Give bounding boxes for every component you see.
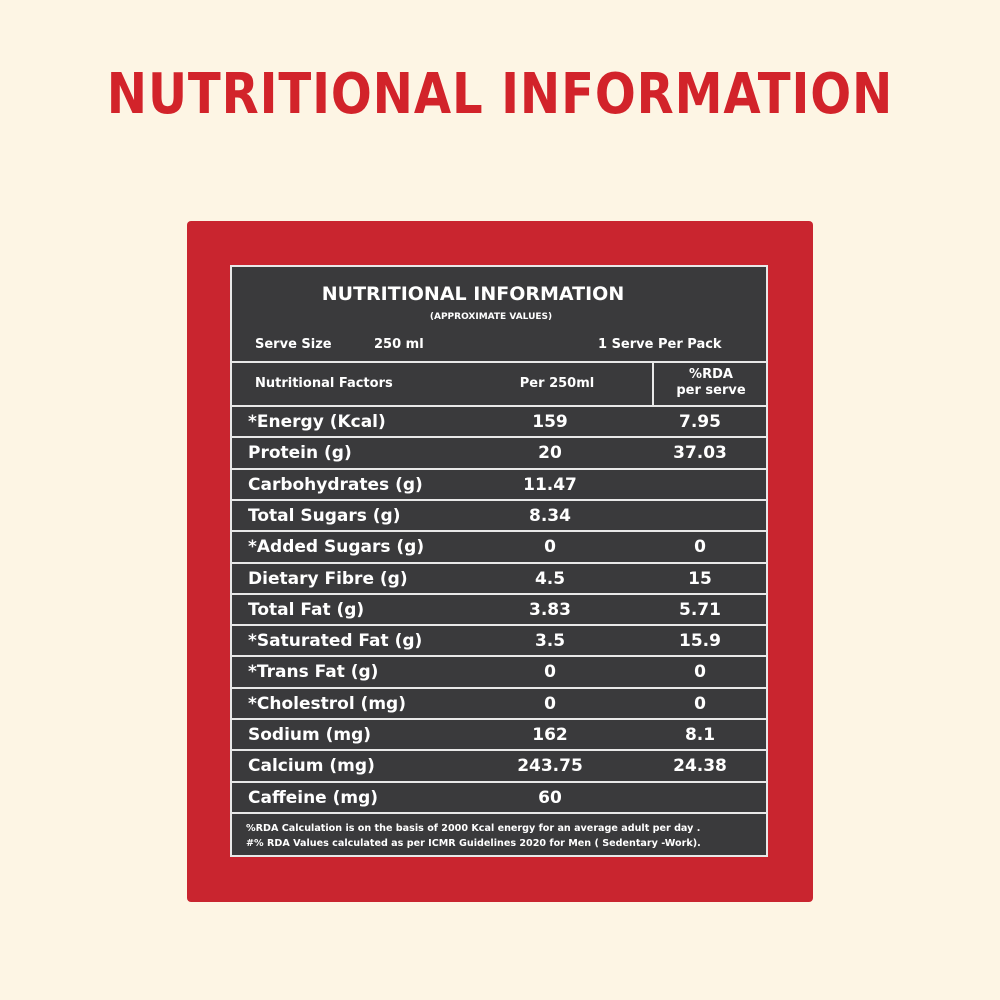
cell-factor: *Trans Fat (g) (248, 662, 379, 683)
row-divider (232, 811, 766, 814)
panel-title: NUTRITIONAL INFORMATION (321, 283, 625, 305)
row-divider (232, 405, 766, 407)
cell-rda: 15 (688, 568, 712, 589)
cell-factor: *Added Sugars (g) (248, 537, 425, 558)
header-rda-line1: %RDA (689, 367, 733, 382)
cell-per: 60 (538, 787, 562, 808)
cell-per: 0 (544, 693, 556, 714)
row-divider (232, 749, 766, 752)
table-row: *Energy (Kcal) 159 7.95 (232, 407, 766, 438)
row-divider (232, 780, 766, 783)
cell-per: 20 (538, 443, 562, 464)
row-divider (232, 530, 766, 533)
cell-factor: *Energy (Kcal) (248, 412, 386, 432)
cell-per: 8.34 (529, 505, 571, 526)
cell-rda: 0 (694, 662, 706, 683)
table-row: Sodium (mg) 162 8.1 (232, 720, 766, 751)
serve-size-label: Serve Size (255, 337, 332, 352)
cell-factor: Caffeine (mg) (248, 787, 379, 808)
serves-per-pack: 1 Serve Per Pack (598, 337, 722, 352)
cell-factor: Dietary Fibre (g) (248, 568, 408, 589)
table-row: Total Sugars (g) 8.34 (232, 501, 766, 532)
panel-subtitle: (APPROXIMATE VALUES) (429, 312, 553, 322)
table-row: *Saturated Fat (g) 3.5 15.9 (232, 626, 766, 657)
cell-rda: 8.1 (684, 725, 716, 745)
table-row: *Cholestrol (mg) 0 0 (232, 689, 766, 720)
table-row: Calcium (mg) 243.75 24.38 (232, 751, 766, 782)
cell-per: 162 (532, 725, 568, 745)
header-factor: Nutritional Factors (255, 376, 393, 391)
table-row: Carbohydrates (g) 11.47 (232, 470, 766, 501)
footnotes: %RDA Calculation is on the basis of 2000… (246, 821, 756, 851)
table-header: Nutritional Factors Per 250ml %RDA per s… (232, 363, 766, 405)
row-divider (232, 592, 766, 595)
cell-factor: *Saturated Fat (g) (248, 631, 423, 652)
footnote-icmr: #% RDA Values calculated as per ICMR Gui… (246, 838, 701, 849)
cell-rda: 0 (694, 693, 706, 714)
row-divider (232, 561, 766, 564)
row-divider (232, 498, 766, 501)
table-row: Caffeine (mg) 60 (232, 783, 766, 814)
row-divider (232, 436, 766, 439)
cell-factor: *Cholestrol (mg) (248, 693, 406, 714)
cell-per: 0 (544, 537, 556, 558)
row-divider (232, 686, 766, 689)
cell-factor: Total Sugars (g) (248, 505, 401, 526)
cell-rda: 24.38 (673, 756, 727, 777)
table-row: Dietary Fibre (g) 4.5 15 (232, 564, 766, 595)
header-rda: %RDA per serve (654, 367, 768, 399)
row-divider (232, 655, 766, 658)
serve-row: Serve Size 250 ml 1 Serve Per Pack (232, 335, 766, 359)
cell-per: 243.75 (517, 756, 583, 777)
cell-per: 3.83 (529, 599, 571, 620)
cell-factor: Carbohydrates (g) (248, 474, 423, 495)
table-row: Protein (g) 20 37.03 (232, 438, 766, 469)
cell-factor: Sodium (mg) (248, 725, 372, 745)
serve-size-value: 250 ml (374, 337, 424, 352)
page-title: NUTRITIONAL INFORMATION (106, 62, 894, 127)
cell-rda: 15.9 (679, 631, 721, 652)
table-row: *Trans Fat (g) 0 0 (232, 657, 766, 688)
cell-factor: Protein (g) (248, 443, 352, 464)
row-divider (232, 467, 766, 470)
table-row: *Added Sugars (g) 0 0 (232, 532, 766, 563)
cell-factor: Calcium (mg) (248, 756, 375, 777)
divider (232, 361, 766, 363)
cell-per: 11.47 (523, 474, 577, 495)
nutrition-panel: NUTRITIONAL INFORMATION (APPROXIMATE VAL… (230, 265, 768, 857)
cell-rda: 7.95 (679, 412, 721, 432)
cell-rda: 5.71 (679, 599, 721, 620)
cell-per: 3.5 (534, 631, 566, 652)
cell-per: 159 (532, 412, 568, 432)
header-per-serve: Per 250ml (519, 376, 595, 391)
cell-per: 4.5 (534, 568, 566, 589)
cell-factor: Total Fat (g) (248, 599, 365, 620)
row-divider (232, 624, 766, 627)
cell-rda: 37.03 (673, 443, 727, 464)
cell-per: 0 (544, 662, 556, 683)
table-row: Total Fat (g) 3.83 5.71 (232, 595, 766, 626)
header-rda-line2: per serve (676, 383, 746, 398)
cell-rda: 0 (694, 537, 706, 558)
footnote-rda-basis: %RDA Calculation is on the basis of 2000… (246, 823, 701, 834)
header-divider (652, 361, 654, 407)
row-divider (232, 718, 766, 720)
